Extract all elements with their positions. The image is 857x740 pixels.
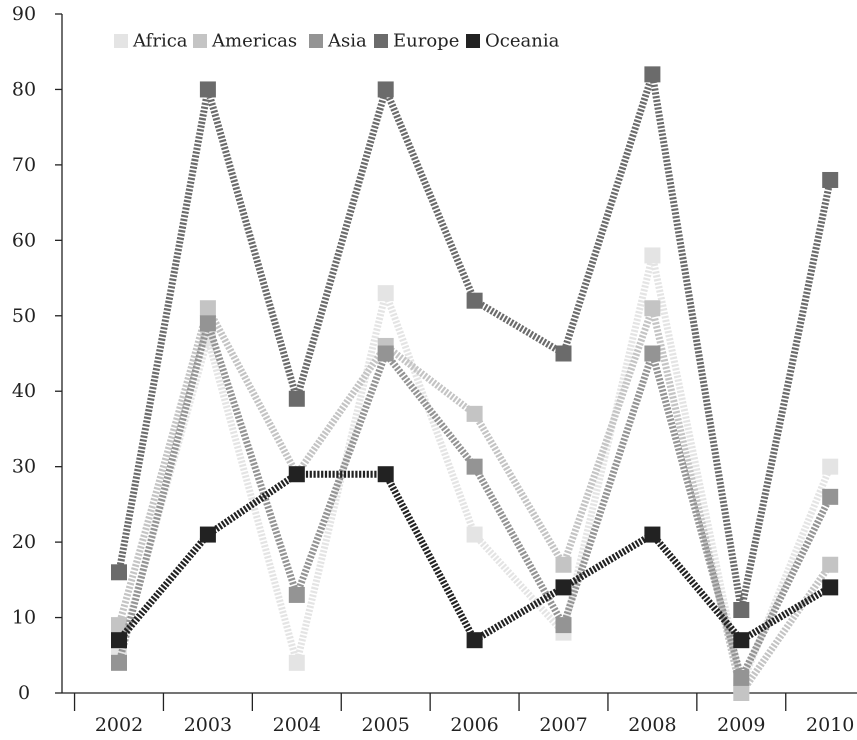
legend: Africa Americas Asia Europe Oceania <box>114 31 560 52</box>
data-point <box>555 617 572 634</box>
y-tick-label: 50 <box>12 305 36 327</box>
x-tick-label: 2006 <box>450 714 498 736</box>
data-point <box>644 247 661 264</box>
x-tick-label: 2007 <box>539 714 587 736</box>
data-point <box>111 654 127 671</box>
y-tick-label: 80 <box>12 78 36 100</box>
x-tick-label: 2003 <box>184 714 232 736</box>
series-europe <box>111 66 839 619</box>
x-tick-label: 2008 <box>628 714 676 736</box>
y-tick-label: 90 <box>12 3 36 25</box>
y-tick-label: 60 <box>12 229 36 251</box>
legend-swatch <box>114 34 128 48</box>
data-point <box>288 654 305 671</box>
data-point <box>466 632 483 649</box>
x-tick-label: 2004 <box>273 714 321 736</box>
data-point <box>733 669 750 686</box>
legend-item-asia: Asia <box>309 31 367 52</box>
y-axis: 0 10 20 30 40 50 60 70 80 90 <box>12 3 63 704</box>
legend-label: Africa <box>132 31 188 52</box>
data-point <box>466 458 483 475</box>
legend-label: Asia <box>327 31 367 52</box>
data-point <box>822 579 839 596</box>
data-point <box>555 345 572 362</box>
legend-item-americas: Americas <box>193 31 297 52</box>
x-tick-label: 2010 <box>806 714 854 736</box>
legend-swatch <box>309 34 323 48</box>
data-point <box>733 685 750 701</box>
series-layer <box>111 66 839 701</box>
y-tick-label: 70 <box>12 154 36 176</box>
data-point <box>111 564 127 581</box>
y-tick-label: 0 <box>18 682 30 704</box>
data-point <box>199 315 216 332</box>
data-point <box>199 300 216 317</box>
data-point <box>288 390 305 407</box>
series-oceania <box>111 466 839 649</box>
y-tick-label: 20 <box>12 531 36 553</box>
legend-item-africa: Africa <box>114 31 188 52</box>
data-point <box>822 556 839 573</box>
legend-swatch <box>374 34 388 48</box>
data-point <box>199 81 216 98</box>
data-point <box>466 405 483 422</box>
data-point <box>644 526 661 543</box>
data-point <box>644 66 661 83</box>
legend-label: Americas <box>211 31 297 52</box>
y-tick-label: 10 <box>12 607 36 629</box>
data-point <box>644 345 661 362</box>
x-axis: 2002 2003 2004 2005 2006 2007 2008 2009 2010 <box>62 692 857 736</box>
x-tick-label: 2005 <box>362 714 410 736</box>
y-tick-label: 40 <box>12 380 36 402</box>
data-point <box>288 586 305 603</box>
data-point <box>111 617 127 634</box>
x-tick-label: 2009 <box>717 714 765 736</box>
data-point <box>377 81 394 98</box>
data-point <box>733 632 750 649</box>
data-point <box>466 526 483 543</box>
data-point <box>733 602 750 619</box>
data-point <box>822 171 839 188</box>
data-point <box>377 345 394 362</box>
series-asia <box>111 315 839 686</box>
y-tick-label: 30 <box>12 456 36 478</box>
legend-swatch <box>466 34 480 48</box>
series-line <box>115 251 834 689</box>
data-point <box>822 488 839 505</box>
series-line <box>115 70 834 614</box>
data-point <box>199 526 216 543</box>
legend-item-oceania: Oceania <box>466 31 560 52</box>
data-point <box>377 466 394 483</box>
series-line <box>115 304 834 697</box>
data-point <box>377 285 394 302</box>
data-point <box>288 466 305 483</box>
legend-label: Oceania <box>485 31 560 52</box>
data-point <box>822 458 839 475</box>
legend-label: Europe <box>393 31 459 52</box>
data-point <box>644 300 661 317</box>
legend-item-europe: Europe <box>374 31 459 52</box>
data-point <box>111 632 127 649</box>
legend-swatch <box>193 34 207 48</box>
data-point <box>466 292 483 309</box>
x-tick-label: 2002 <box>95 714 143 736</box>
data-point <box>555 579 572 596</box>
data-point <box>555 556 572 573</box>
